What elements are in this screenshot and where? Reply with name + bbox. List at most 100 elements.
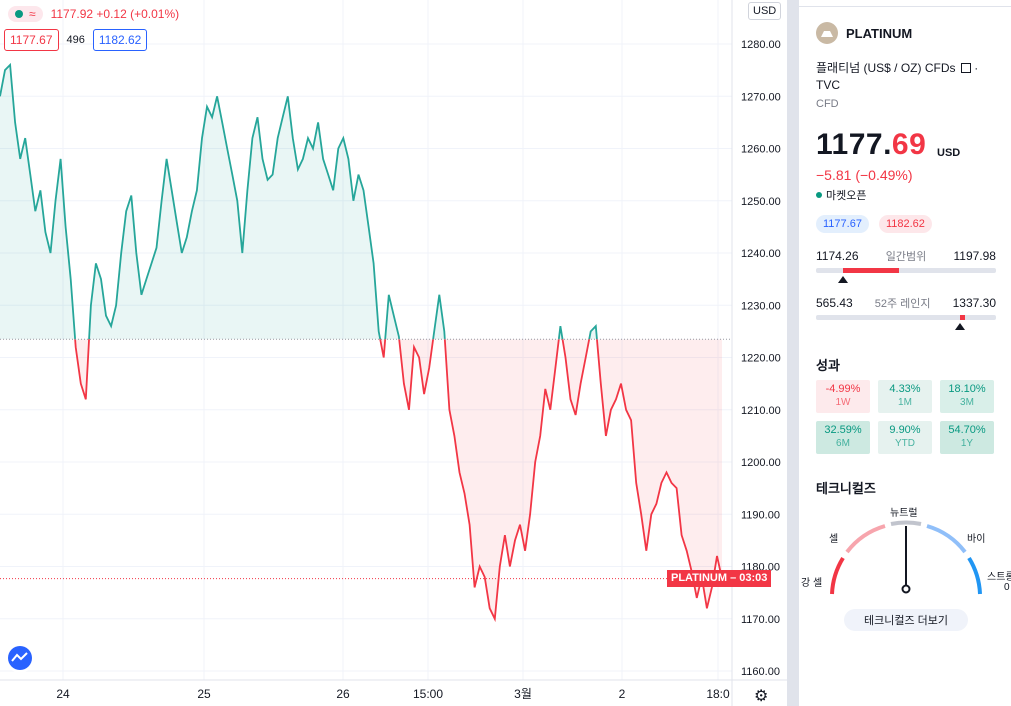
price-label-time: 03:03 [739,571,768,584]
year-range-fill [960,315,966,320]
gauge-buy-label: 바이 [967,534,986,545]
x-tick-label: 2 [619,687,626,701]
year-range-bar [816,315,996,320]
gauge-strong-buy-arc [967,556,982,595]
chart-pane[interactable]: 1280.00 1270.00 1260.00 1250.00 1240.00 1230.… [0,0,787,706]
symbol-details-panel: PLATINUM 플래티넘 (US$ / OZ) CFDs · TVC CFD … [799,0,1011,706]
perf-1y[interactable]: 54.70% 1Y [940,421,994,454]
y-tick-label: 1200.00 [741,457,781,469]
panel-divider[interactable] [787,0,799,706]
gauge-tail-digit: 0 [1004,582,1010,593]
gauge-buy-arc [926,524,967,554]
price-chart[interactable]: 1280.00 1270.00 1260.00 1250.00 1240.00 1230.… [0,0,787,706]
year-range-label: 52주 레인지 [874,298,931,310]
symbol-name: PLATINUM [846,25,913,41]
perf-label: 1M [898,397,912,408]
currency-button[interactable]: USD [748,2,782,20]
y-tick-label: 1270.00 [741,91,781,103]
gauge-strong-buy-label: 스트롱 [987,572,1011,583]
day-range-high: 1197.98 [953,249,996,263]
x-tick-label: 18:0 [706,687,730,701]
market-open-dot-icon [15,10,23,18]
day-range-bar [816,268,996,273]
symbol-description-text: 플래티넘 (US$ / OZ) CFDs [816,61,956,75]
platinum-logo-icon [816,22,838,44]
perf-ytd[interactable]: 9.90% YTD [878,421,932,454]
perf-value: 9.90% [889,424,921,436]
day-range-low: 1174.26 [816,249,859,263]
last-price-dec: 69 [891,128,927,161]
performance-grid: -4.99% 1W 4.33% 1M 18.10% 3M 32.59% 6M 9.90%… [816,380,994,454]
sell-price-button[interactable]: 1177.67 [4,29,59,51]
bullet-separator: · [974,61,979,75]
y-tick-label: 1210.00 [741,405,781,417]
perf-value: -4.99% [825,383,861,395]
x-tick-label: 25 [197,687,211,701]
gauge-pivot [901,584,911,594]
ask-pill: 1182.62 [878,215,932,233]
y-tick-label: 1230.00 [741,300,781,312]
year-range-row: 565.43 52주 레인지 1337.30 [816,295,996,311]
y-tick-label: 1250.00 [741,196,781,208]
market-status: 마켓오픈 [816,187,866,203]
technicals-title: 테크니컬즈 [816,481,876,496]
y-tick-label: 1260.00 [741,144,781,156]
perf-1w[interactable]: -4.99% 1W [816,380,870,413]
day-range-row: 1174.26 일간범위 1197.98 [816,248,996,264]
gauge-strong-sell-arc [830,556,845,595]
market-status-pill[interactable]: ≈ [8,6,43,22]
bid-ask-pills: 1177.67 1182.62 [816,215,932,233]
tradingview-logo-icon[interactable] [4,644,36,672]
price-line-down [74,339,723,623]
price-label-separator: – [730,571,740,584]
last-price: 1177.69 [816,128,926,162]
market-open-dot-icon [816,192,822,198]
bid-ask-row: 1177.67 496 1182.62 [4,29,148,51]
gauge-sell-label: 셀 [829,534,839,545]
buy-price-button[interactable]: 1182.62 [92,29,148,51]
settings-gear-icon[interactable]: ⚙ [754,688,769,705]
price-change: −5.81 (−0.49%) [816,167,913,183]
symbol-description: 플래티넘 (US$ / OZ) CFDs · TVC [816,60,996,94]
x-tick-label: 3월 [514,687,532,701]
ohlc-values: 1177.92 +0.12 (+0.01%) [50,7,180,21]
perf-6m[interactable]: 32.59% 6M [816,421,870,454]
perf-label: 3M [960,397,974,408]
chart-legend: ≈ 1177.92 +0.12 (+0.01%) [8,6,179,22]
area-fill-up [0,64,722,340]
symbol-header[interactable]: PLATINUM [816,22,912,44]
perf-label: 6M [836,438,850,449]
perf-label: 1W [835,397,851,408]
perf-value: 18.10% [948,383,986,395]
perf-3m[interactable]: 18.10% 3M [940,380,994,413]
gauge-strong-sell-label: 강 셀 [801,578,823,589]
bid-pill: 1177.67 [816,215,869,233]
area-fill-down [75,339,722,619]
y-tick-label: 1280.00 [741,39,781,51]
current-price-label: PLATINUM – 03:03 [667,569,772,587]
gauge-sell-arc [845,524,886,554]
y-tick-label: 1170.00 [741,614,780,626]
perf-value: 54.70% [948,424,986,436]
year-range-marker-icon [955,323,965,330]
x-tick-label: 24 [56,687,70,701]
symbol-exchange[interactable]: TVC [816,78,840,92]
perf-label: 1Y [960,438,974,449]
year-range-high: 1337.30 [952,296,996,310]
price-line-up [0,62,598,340]
y-tick-label: 1240.00 [741,248,781,260]
performance-title: 성과 [816,358,840,373]
perf-1m[interactable]: 4.33% 1M [878,380,932,413]
y-tick-label: 1160.00 [741,666,780,678]
price-label-symbol: PLATINUM [671,571,728,584]
last-price-int: 1177. [816,128,892,161]
symbol-category: CFD [816,98,839,110]
panel-top-border [799,6,1011,7]
market-status-text: 마켓오픈 [826,190,867,202]
y-tick-label: 1190.00 [741,509,780,521]
external-link-icon[interactable] [960,63,971,73]
x-tick-label: 15:00 [413,687,443,701]
more-technicals-button[interactable]: 테크니컬즈 더보기 [844,609,968,631]
perf-label: YTD [895,438,915,449]
technicals-gauge [830,520,982,595]
